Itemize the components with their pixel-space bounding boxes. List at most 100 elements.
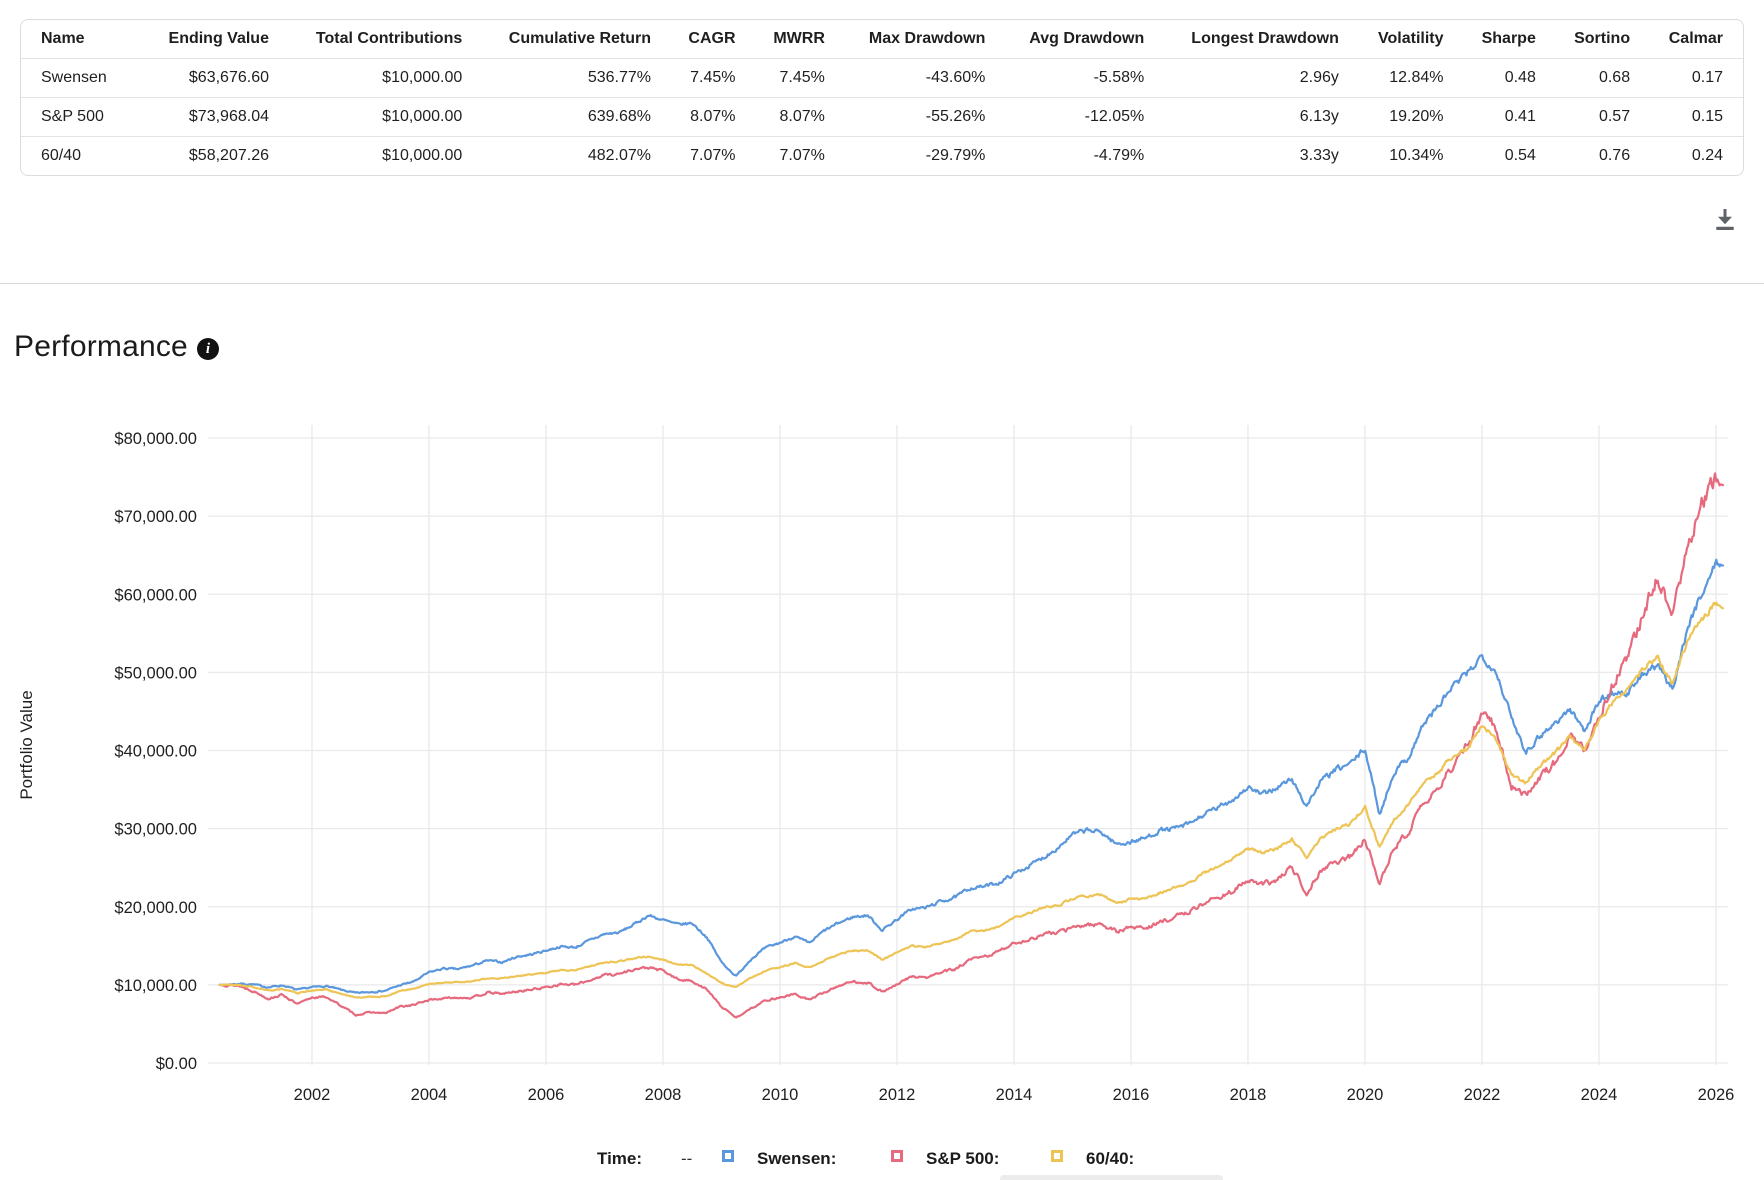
table-cell: $58,207.26 bbox=[188, 147, 269, 164]
table-row: S&P 500 $73,968.04 $10,000.00 639.68% 8.07% 8… bbox=[21, 97, 1743, 137]
table-cell: -4.79% bbox=[1093, 147, 1145, 164]
svg-text:2022: 2022 bbox=[1464, 1086, 1501, 1104]
column-header: Sortino bbox=[1574, 30, 1631, 47]
performance-header: Performance i bbox=[14, 330, 219, 364]
table-cell: $10,000.00 bbox=[382, 147, 463, 164]
svg-text:$10,000.00: $10,000.00 bbox=[114, 977, 197, 995]
svg-text:2018: 2018 bbox=[1230, 1086, 1267, 1104]
y-axis-title: Portfolio Value bbox=[17, 690, 36, 799]
table-cell: 7.45% bbox=[779, 69, 825, 86]
table-cell: $10,000.00 bbox=[382, 69, 463, 86]
svg-text:2012: 2012 bbox=[879, 1086, 916, 1104]
svg-text:$60,000.00: $60,000.00 bbox=[114, 586, 197, 604]
table-cell: 60/40 bbox=[41, 147, 82, 164]
svg-text:2024: 2024 bbox=[1581, 1086, 1618, 1104]
table-row: 60/40 $58,207.26 $10,000.00 482.07% 7.07% 7.0… bbox=[21, 136, 1743, 176]
stats-table-card: Name Ending Value Total Contributions Cumul… bbox=[20, 19, 1744, 176]
table-cell: -5.58% bbox=[1093, 69, 1145, 86]
column-header: CAGR bbox=[688, 30, 736, 47]
svg-text:$80,000.00: $80,000.00 bbox=[114, 430, 197, 448]
column-header: Ending Value bbox=[168, 30, 269, 47]
table-cell: $63,676.60 bbox=[188, 69, 269, 86]
chart-legend: Time: -- Swensen: S&P 500: 60/40: bbox=[0, 1147, 1764, 1175]
svg-text:2016: 2016 bbox=[1113, 1086, 1150, 1104]
svg-text:2014: 2014 bbox=[996, 1086, 1033, 1104]
table-cell: 2.96y bbox=[1299, 69, 1339, 86]
svg-text:$0.00: $0.00 bbox=[156, 1055, 197, 1073]
table-cell: 482.07% bbox=[587, 147, 652, 164]
column-header: Volatility bbox=[1378, 30, 1444, 47]
svg-text:$50,000.00: $50,000.00 bbox=[114, 664, 197, 682]
section-divider bbox=[0, 283, 1764, 284]
table-cell: 0.68 bbox=[1598, 69, 1631, 86]
table-cell: $73,968.04 bbox=[188, 108, 269, 125]
legend-swatch-sp500[interactable] bbox=[891, 1150, 903, 1162]
column-header: Sharpe bbox=[1481, 30, 1536, 47]
column-header: Longest Drawdown bbox=[1191, 30, 1339, 47]
column-header: Calmar bbox=[1668, 30, 1723, 47]
table-cell: $10,000.00 bbox=[382, 108, 463, 125]
series-line-s-p-500 bbox=[218, 472, 1725, 1019]
table-cell: 6.13y bbox=[1299, 108, 1339, 125]
partial-bottom-element bbox=[1000, 1175, 1223, 1180]
table-cell: 0.57 bbox=[1598, 108, 1631, 125]
column-header: Cumulative Return bbox=[508, 30, 652, 47]
table-cell: 0.54 bbox=[1504, 147, 1536, 164]
svg-text:$20,000.00: $20,000.00 bbox=[114, 899, 197, 917]
legend-time-value: -- bbox=[681, 1149, 693, 1168]
svg-text:2010: 2010 bbox=[762, 1086, 799, 1104]
column-header: Name bbox=[41, 30, 85, 47]
column-header: MWRR bbox=[773, 30, 825, 47]
svg-text:2002: 2002 bbox=[294, 1086, 331, 1104]
series-line-60-40 bbox=[218, 601, 1725, 999]
table-cell: 0.15 bbox=[1691, 108, 1723, 125]
info-icon[interactable]: i bbox=[196, 338, 219, 360]
svg-text:$70,000.00: $70,000.00 bbox=[114, 508, 197, 526]
legend-item-swensen[interactable]: Swensen: bbox=[757, 1149, 837, 1168]
table-cell: 0.17 bbox=[1691, 69, 1723, 86]
download-button[interactable] bbox=[1706, 200, 1744, 238]
legend-swatch-swensen[interactable] bbox=[722, 1150, 734, 1162]
svg-text:2020: 2020 bbox=[1347, 1086, 1384, 1104]
svg-text:2004: 2004 bbox=[411, 1086, 448, 1104]
table-cell: 0.76 bbox=[1598, 147, 1631, 164]
table-cell: 10.34% bbox=[1389, 147, 1444, 164]
legend-item-6040[interactable]: 60/40: bbox=[1086, 1149, 1135, 1168]
chart-gridlines bbox=[208, 425, 1728, 1065]
legend-swatch-6040[interactable] bbox=[1051, 1150, 1063, 1162]
table-cell: -55.26% bbox=[925, 108, 986, 125]
svg-text:2026: 2026 bbox=[1698, 1086, 1735, 1104]
table-cell: 8.07% bbox=[779, 108, 825, 125]
table-cell: 19.20% bbox=[1389, 108, 1444, 125]
svg-text:2008: 2008 bbox=[645, 1086, 682, 1104]
legend-time-label: Time: bbox=[597, 1149, 643, 1168]
table-cell: -29.79% bbox=[925, 147, 986, 164]
table-cell: 3.33y bbox=[1299, 147, 1339, 164]
series-line-swensen bbox=[218, 558, 1725, 995]
stats-table: Name Ending Value Total Contributions Cumul… bbox=[21, 20, 1743, 175]
svg-text:2006: 2006 bbox=[528, 1086, 565, 1104]
table-cell: -43.60% bbox=[925, 69, 986, 86]
table-cell: 536.77% bbox=[587, 69, 652, 86]
legend-item-sp500[interactable]: S&P 500: bbox=[926, 1149, 1000, 1168]
table-cell: 7.07% bbox=[779, 147, 825, 164]
y-axis-tick-labels: $0.00 $10,000.00 $20,000.00 $30,000.00 $40,0… bbox=[114, 430, 197, 1073]
svg-text:$30,000.00: $30,000.00 bbox=[114, 821, 197, 839]
column-header: Max Drawdown bbox=[868, 30, 986, 47]
download-icon bbox=[1716, 209, 1734, 230]
table-cell: 7.45% bbox=[690, 69, 736, 86]
table-cell: 0.24 bbox=[1691, 147, 1723, 164]
table-cell: 0.41 bbox=[1504, 108, 1536, 125]
table-cell: Swensen bbox=[41, 69, 107, 86]
table-row: Swensen $63,676.60 $10,000.00 536.77% 7.45% 7… bbox=[21, 58, 1743, 98]
x-axis-tick-labels: 2002 2004 2006 2008 2010 2012 2014 2016 2018 2020… bbox=[294, 1086, 1735, 1104]
chart-series-lines bbox=[218, 472, 1725, 1019]
page-title: Performance bbox=[14, 330, 188, 363]
column-header: Total Contributions bbox=[315, 30, 463, 47]
table-header-row: Name Ending Value Total Contributions Cumul… bbox=[21, 20, 1743, 59]
table-cell: S&P 500 bbox=[41, 108, 104, 125]
table-cell: 12.84% bbox=[1389, 69, 1444, 86]
svg-text:$40,000.00: $40,000.00 bbox=[114, 743, 197, 761]
